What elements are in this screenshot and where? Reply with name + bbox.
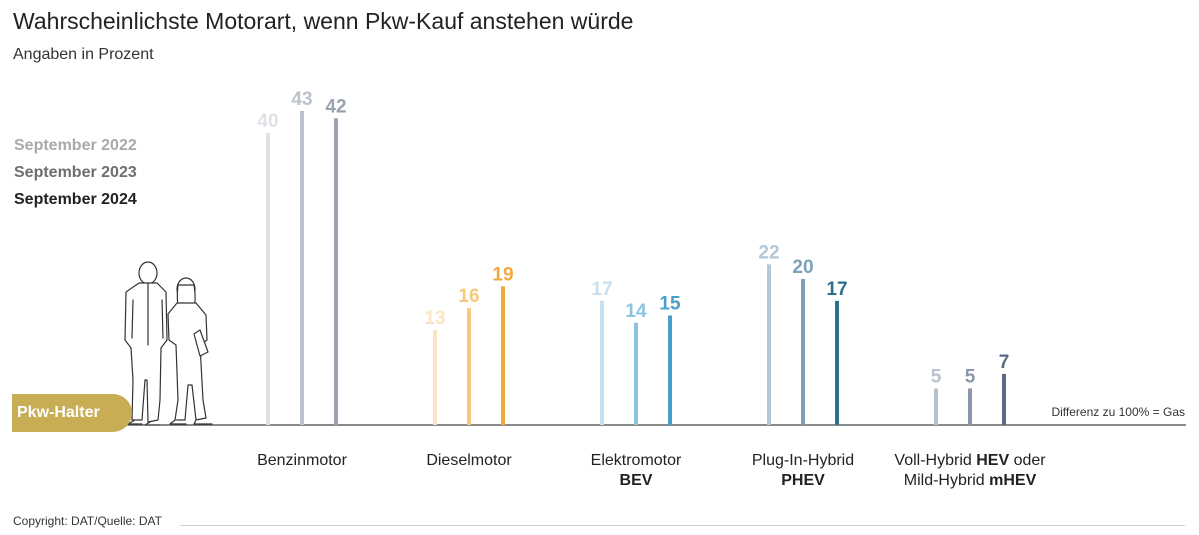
legend-entry-2023: September 2023 xyxy=(14,164,137,181)
bar-benzin-2023 xyxy=(300,111,304,425)
category-line1-bold: HEV xyxy=(976,452,1010,469)
copyright: Copyright: DAT/Quelle: DAT xyxy=(13,514,162,528)
bar-diesel-2022 xyxy=(433,330,437,425)
bar-phev-2022 xyxy=(767,264,771,425)
category-line1: Benzinmotor xyxy=(257,452,347,469)
category-line1-pre: Voll-Hybrid xyxy=(894,452,977,469)
category-label-diesel: Dieselmotor xyxy=(426,451,511,471)
bar-bev-2023 xyxy=(634,322,638,425)
category-line1-post: oder xyxy=(1009,452,1046,469)
bar-hev-2023 xyxy=(968,388,972,425)
category-label-hev: Voll-Hybrid HEV oder Mild-Hybrid mHEV xyxy=(894,451,1045,491)
data-label-phev-2022: 22 xyxy=(758,242,779,263)
data-label-bev-2024: 15 xyxy=(659,293,681,314)
data-label-hev-2022: 5 xyxy=(931,366,942,387)
data-label-benzin-2023: 43 xyxy=(291,89,312,110)
pkw-halter-badge: Pkw-Halter xyxy=(12,394,132,432)
data-label-hev-2023: 5 xyxy=(965,366,976,387)
bar-benzin-2022 xyxy=(266,132,270,425)
bar-bev-2024 xyxy=(668,315,672,425)
data-label-phev-2024: 17 xyxy=(826,279,847,300)
category-label-phev: Plug-In-Hybrid PHEV xyxy=(752,451,854,491)
data-label-diesel-2023: 16 xyxy=(458,286,479,307)
data-label-hev-2024: 7 xyxy=(999,352,1010,373)
data-label-phev-2023: 20 xyxy=(792,257,813,278)
category-line1: Dieselmotor xyxy=(426,452,512,469)
chart-title: Wahrscheinlichste Motorart, wenn Pkw-Kau… xyxy=(13,8,634,34)
bar-diesel-2023 xyxy=(467,308,471,425)
bar-bev-2022 xyxy=(600,300,604,425)
category-line2-pre: Mild-Hybrid xyxy=(903,472,990,489)
category-label-bev: Elektromotor BEV xyxy=(591,451,682,491)
data-label-diesel-2022: 13 xyxy=(424,308,445,329)
gas-note: Differenz zu 100% = Gas xyxy=(1051,405,1185,419)
data-label-bev-2022: 17 xyxy=(591,279,612,300)
category-line2: PHEV xyxy=(781,472,825,489)
category-line1: Plug-In-Hybrid xyxy=(751,452,855,469)
legend-entry-2022: September 2022 xyxy=(14,137,137,154)
bar-phev-2024 xyxy=(835,300,839,425)
people-illustration xyxy=(124,261,213,426)
footer-divider xyxy=(180,525,1185,526)
data-label-benzin-2024: 42 xyxy=(325,96,346,117)
bar-diesel-2024 xyxy=(501,286,505,425)
bar-benzin-2024 xyxy=(334,118,338,426)
category-line2: BEV xyxy=(619,472,653,489)
bar-hev-2022 xyxy=(934,388,938,425)
category-label-benzin: Benzinmotor xyxy=(257,451,347,471)
data-label-benzin-2022: 40 xyxy=(257,111,278,132)
chart-subtitle: Angaben in Prozent xyxy=(13,46,154,63)
bar-phev-2023 xyxy=(801,278,805,425)
legend-entry-2024: September 2024 xyxy=(14,191,137,208)
data-label-bev-2023: 14 xyxy=(625,301,647,322)
legend: September 2022 September 2023 September … xyxy=(14,132,137,213)
category-line1: Elektromotor xyxy=(590,452,682,469)
bars-group: 40 13 17 22 5 43 16 14 20 5 42 19 15 17 7 xyxy=(257,89,1010,426)
data-label-diesel-2024: 19 xyxy=(492,264,513,285)
bar-hev-2024 xyxy=(1002,373,1006,425)
category-line2-bold: mHEV xyxy=(989,472,1037,489)
